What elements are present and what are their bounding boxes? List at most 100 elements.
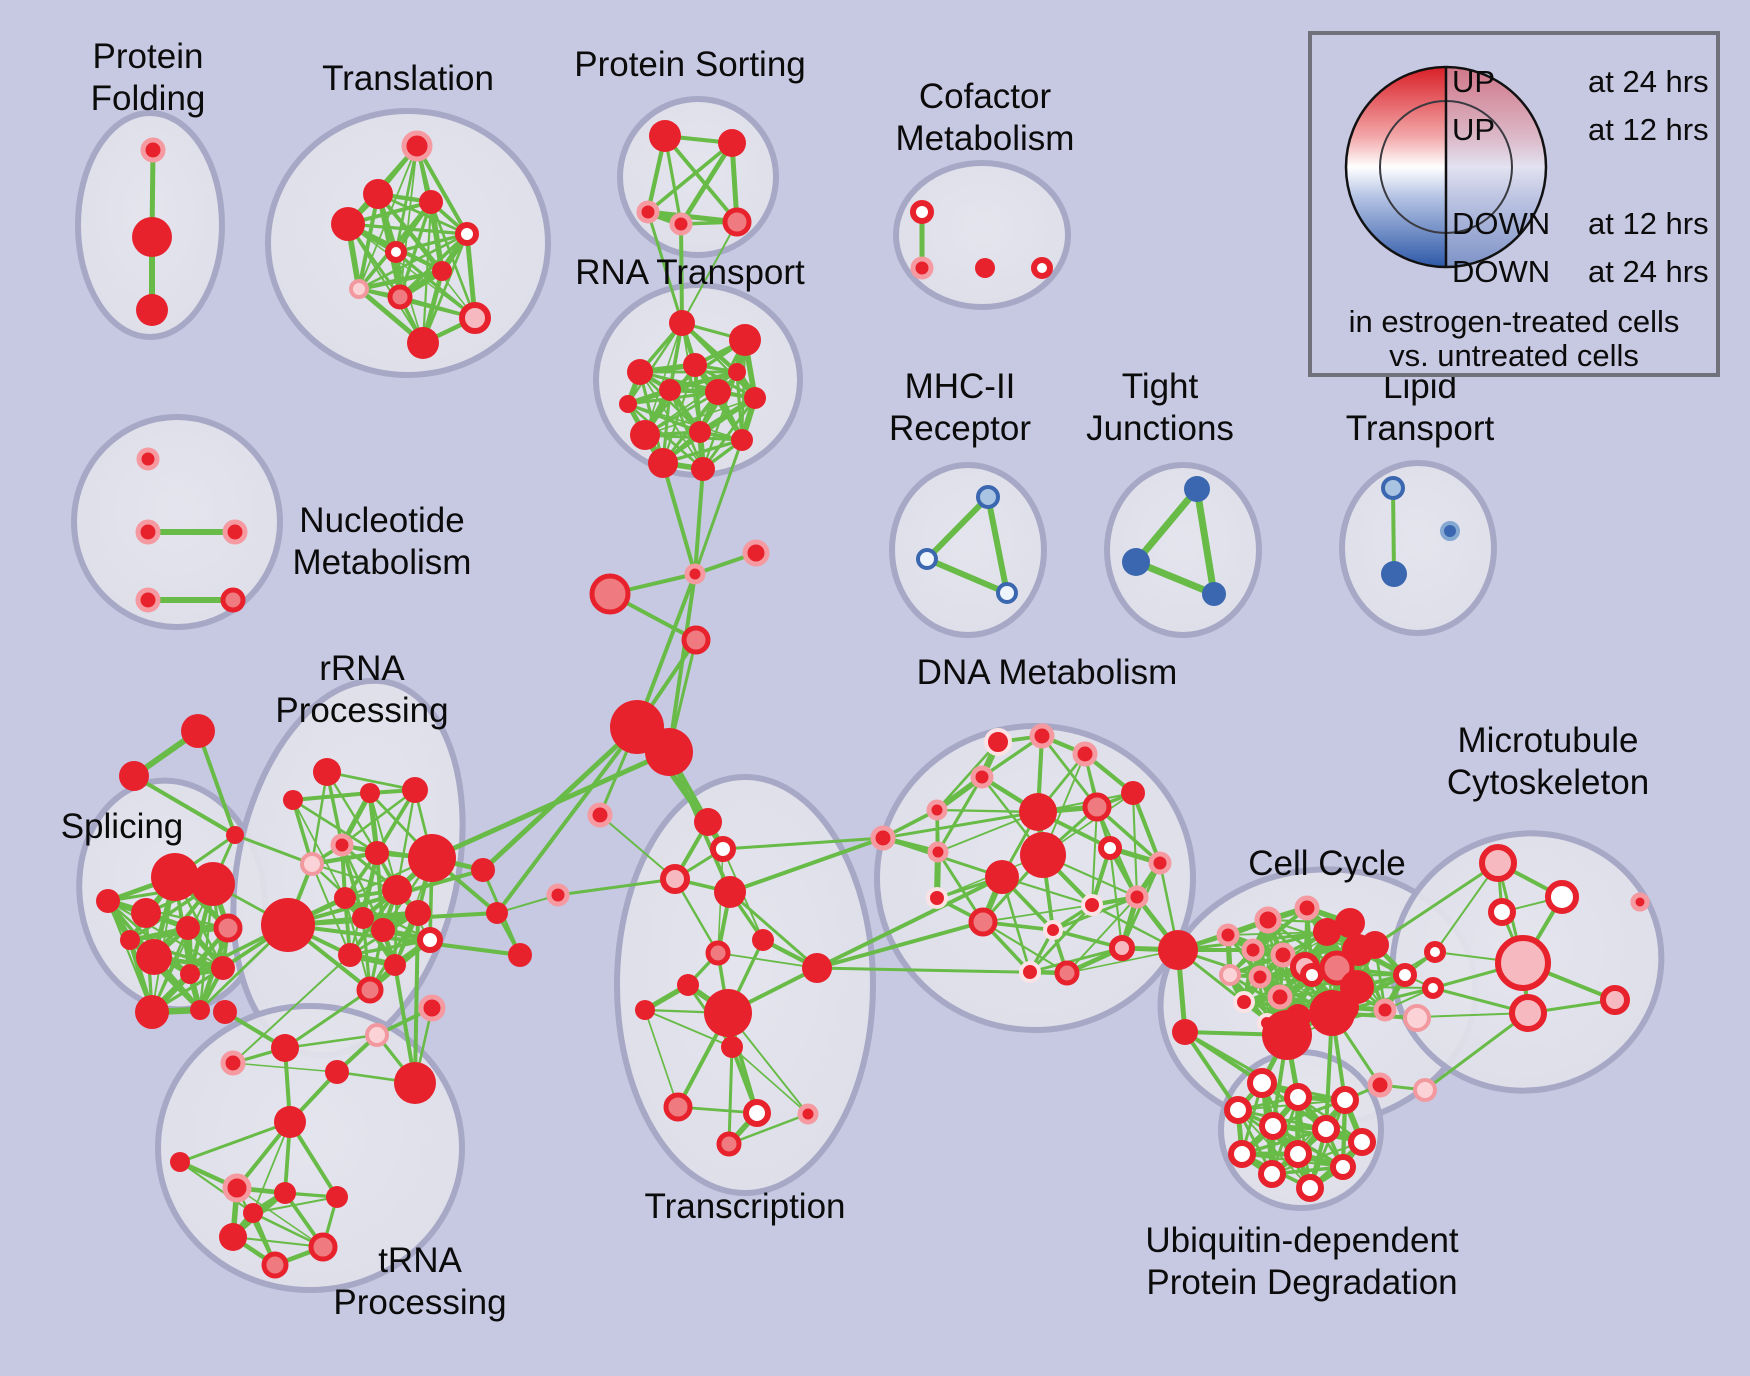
edge — [668, 388, 705, 471]
gene-node-nm-3 — [135, 587, 161, 613]
cluster-ellipse-nm — [71, 414, 283, 630]
gene-node-tr-3 — [419, 190, 443, 214]
edge — [635, 572, 697, 729]
edge — [1091, 806, 1098, 906]
gene-node-dna-7 — [1082, 792, 1112, 822]
gene-node-rna-1 — [729, 324, 761, 356]
edge — [429, 749, 672, 861]
cluster-label-trna: tRNA Processing — [333, 1241, 506, 1322]
edge — [415, 144, 469, 236]
gene-node-ub-11 — [1296, 1174, 1324, 1202]
cluster-ellipse-dna — [874, 723, 1196, 1033]
gene-node-dna-22 — [870, 825, 896, 851]
edge — [646, 210, 684, 325]
edge — [701, 370, 739, 471]
gene-node-sp-4 — [176, 916, 200, 940]
gene-node-connector-1 — [742, 539, 770, 567]
gene-node-dna-9 — [985, 860, 1019, 894]
edge — [556, 877, 677, 897]
gene-node-cc-20 — [1262, 1010, 1312, 1060]
edge — [721, 836, 885, 851]
gene-node-tx-5 — [705, 940, 731, 966]
gene-node-connector-8 — [226, 826, 244, 844]
gene-node-mt-5 — [1495, 935, 1551, 991]
edge — [717, 952, 818, 969]
edge — [663, 134, 739, 224]
gene-node-cc-11 — [1248, 965, 1272, 989]
gene-node-mhc-0 — [976, 485, 1000, 509]
legend-fade-half — [1446, 66, 1548, 268]
cluster-label-tj: Tight Junctions — [1086, 367, 1234, 448]
edge — [231, 1235, 325, 1249]
edge — [178, 1120, 292, 1164]
edge — [357, 192, 380, 291]
gene-node-ub-5 — [1312, 1115, 1340, 1143]
gene-node-dna-15 — [1043, 920, 1063, 940]
gene-node-rna-4 — [659, 379, 681, 401]
edge — [283, 1033, 379, 1050]
gene-node-dna-13 — [926, 887, 948, 909]
gene-node-nm-4 — [220, 587, 246, 613]
edge — [661, 461, 697, 576]
gene-node-tr-7 — [349, 279, 369, 299]
gene-node-rrna-16 — [283, 790, 303, 810]
edge — [1028, 946, 1124, 974]
gene-node-ub-1 — [1284, 1083, 1312, 1111]
edge — [1130, 790, 1163, 866]
edge — [681, 221, 738, 324]
gene-node-tr-9 — [459, 302, 491, 334]
gene-node-dna-12 — [927, 841, 949, 863]
cluster-label-tx: Transcription — [645, 1187, 846, 1226]
gene-node-lt-0 — [1381, 476, 1405, 500]
gene-node-rrna-1 — [360, 783, 380, 803]
gene-node-dna-21 — [1054, 960, 1080, 986]
legend-footer-line-1: in estrogen-treated cells — [1349, 304, 1680, 339]
gene-node-tx-3 — [714, 876, 746, 908]
gene-node-tr-5 — [385, 241, 407, 263]
gene-node-dna-8 — [1020, 832, 1066, 878]
edge — [394, 232, 469, 254]
edge — [1132, 485, 1201, 566]
edge — [626, 402, 702, 434]
gene-node-rrna-10 — [382, 875, 412, 905]
gene-node-tr-10 — [407, 327, 439, 359]
gene-node-rrna-14 — [417, 927, 443, 953]
gene-node-tx-0 — [694, 808, 722, 836]
gene-node-tr-4 — [455, 222, 479, 246]
gene-node-trna-7 — [274, 1106, 306, 1138]
gene-node-mt-7 — [1600, 985, 1630, 1015]
edge — [627, 403, 743, 441]
gene-node-cc-12 — [1267, 984, 1293, 1010]
cluster-label-mt: Microtubule Cytoskeleton — [1447, 721, 1649, 802]
cluster-label-nm: Nucleotide Metabolism — [293, 501, 472, 582]
edge — [599, 814, 676, 880]
gene-node-dna-1 — [1029, 723, 1055, 749]
edge — [731, 1046, 809, 1115]
gene-node-trna-13 — [308, 1232, 338, 1262]
gene-node-sp-1 — [191, 862, 235, 906]
gene-node-rrna-7 — [334, 887, 356, 909]
edge — [421, 232, 469, 345]
gene-node-dna-16 — [1081, 894, 1103, 916]
edge — [1183, 1030, 1240, 1112]
edge — [1193, 485, 1218, 598]
edge — [626, 321, 684, 406]
edge — [357, 232, 469, 291]
edge — [1226, 933, 1282, 999]
gene-node-dna-19 — [1019, 961, 1041, 983]
gene-node-pf-1 — [132, 217, 172, 257]
gene-node-tx-14 — [635, 1000, 655, 1020]
gene-node-trna-3 — [325, 1060, 349, 1084]
gene-node-nm-2 — [222, 519, 248, 545]
cluster-ellipse-lt — [1339, 460, 1497, 636]
gene-node-tr-8 — [387, 284, 413, 310]
gene-node-sp-2 — [131, 898, 161, 928]
cluster-label-rrna: rRNA Processing — [275, 649, 448, 730]
gene-node-rrna-2 — [402, 777, 428, 803]
gene-node-rrna-0 — [313, 758, 341, 786]
edge — [233, 833, 314, 866]
gene-node-mt-0 — [1479, 844, 1517, 882]
cluster-label-rna: RNA Transport — [575, 253, 805, 292]
edge — [292, 799, 346, 899]
